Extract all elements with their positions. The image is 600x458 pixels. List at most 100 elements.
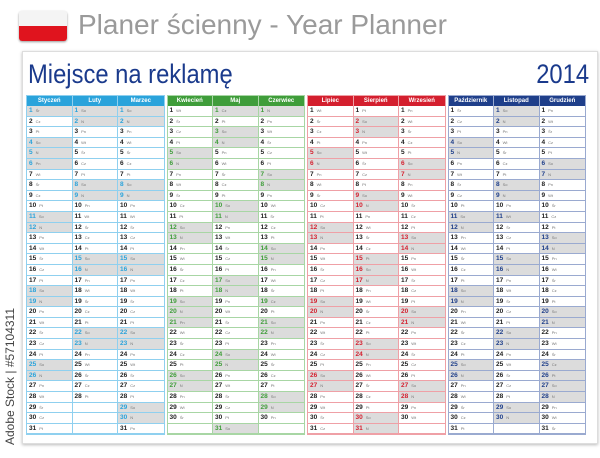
day-cell[interactable]: 9 Cz <box>27 191 72 202</box>
day-cell[interactable]: 24 Śr <box>539 350 585 361</box>
day-cell[interactable]: 12 Pn <box>213 223 258 234</box>
day-cell[interactable]: 22 Wt <box>308 328 353 340</box>
day-cell[interactable]: 29 Wt <box>167 403 212 414</box>
day-cell[interactable]: 25 Cz <box>539 360 585 371</box>
day-cell[interactable]: 13 Pn <box>27 233 72 244</box>
day-cell[interactable]: 12 So <box>167 222 212 234</box>
day-cell[interactable]: 19 N <box>27 296 72 308</box>
day-cell[interactable]: 10 Pn <box>72 201 117 212</box>
day-cell[interactable]: 6 So <box>399 158 445 170</box>
day-cell[interactable]: 15 Śr <box>27 254 72 265</box>
day-cell[interactable]: 17 Pn <box>494 276 539 287</box>
day-cell[interactable]: 16 N <box>118 264 164 276</box>
day-cell[interactable]: 8 Pt <box>353 180 398 191</box>
day-cell[interactable]: 15 Pn <box>539 254 585 265</box>
day-cell[interactable]: 18 Pn <box>353 286 398 297</box>
day-cell[interactable]: 20 Pn <box>27 307 72 318</box>
day-cell[interactable]: 15 Wt <box>308 254 353 265</box>
day-cell[interactable]: 3 Pn <box>118 127 164 138</box>
day-cell[interactable]: 15 Pt <box>353 254 398 265</box>
day-cell[interactable]: 8 So <box>118 180 164 191</box>
day-cell[interactable]: 22 So <box>118 328 164 340</box>
day-cell[interactable]: 9 Śr <box>167 191 212 202</box>
day-cell[interactable]: 15 Cz <box>213 254 258 265</box>
day-cell[interactable]: 8 Pn <box>539 180 585 191</box>
day-cell[interactable]: 24 Śr <box>399 350 445 361</box>
day-cell[interactable]: 18 Pt <box>167 286 212 297</box>
day-cell[interactable]: 13 Cz <box>494 233 539 244</box>
day-cell[interactable]: 25 Pn <box>353 360 398 371</box>
day-cell[interactable]: 27 Cz <box>494 381 539 393</box>
day-cell[interactable]: 11 Śr <box>258 212 304 223</box>
day-cell[interactable]: 3 Pn <box>494 127 539 138</box>
day-cell[interactable]: 5 Wt <box>353 148 398 159</box>
day-cell[interactable]: 23 N <box>72 339 117 350</box>
day-cell[interactable]: 5 Śr <box>494 148 539 159</box>
day-cell[interactable]: 19 Śr <box>118 297 164 308</box>
day-cell[interactable]: 7 Wt <box>448 170 493 181</box>
day-cell[interactable]: 6 So <box>539 158 585 170</box>
day-cell[interactable]: 18 N <box>213 286 258 297</box>
day-cell[interactable]: 16 So <box>353 264 398 276</box>
day-cell[interactable]: 6 Wt <box>213 159 258 170</box>
day-cell[interactable]: 29 So <box>118 402 164 414</box>
day-cell[interactable]: 12 Cz <box>258 223 304 234</box>
day-cell[interactable]: 1 Pt <box>353 106 398 117</box>
day-cell[interactable]: 21 So <box>258 317 304 329</box>
day-cell[interactable]: 11 N <box>213 211 258 223</box>
day-cell[interactable]: 10 Wt <box>258 201 304 212</box>
day-cell[interactable]: 7 Śr <box>213 170 258 181</box>
day-cell[interactable]: 15 Pn <box>399 254 445 265</box>
day-cell[interactable]: 11 Pt <box>308 212 353 223</box>
day-cell[interactable]: 10 Pt <box>27 201 72 212</box>
day-cell[interactable]: 18 Wt <box>72 286 117 297</box>
day-cell[interactable]: 6 Cz <box>72 159 117 170</box>
day-cell[interactable]: 1 Pn <box>399 106 445 117</box>
day-cell[interactable]: 17 N <box>353 275 398 287</box>
day-cell[interactable]: 5 Pn <box>213 148 258 159</box>
day-cell[interactable]: 12 N <box>448 222 493 234</box>
day-cell[interactable]: 22 So <box>494 328 539 340</box>
day-cell[interactable]: 27 Cz <box>72 381 117 393</box>
day-cell[interactable]: 5 Śr <box>118 148 164 159</box>
day-cell[interactable]: 14 Pt <box>72 244 117 255</box>
day-cell[interactable]: 7 Wt <box>27 170 72 181</box>
day-cell[interactable]: 11 Wt <box>72 212 117 223</box>
day-cell[interactable]: 14 So <box>258 243 304 255</box>
day-cell[interactable]: 28 Wt <box>448 392 493 403</box>
day-cell[interactable]: 20 So <box>399 307 445 318</box>
day-cell[interactable]: 15 N <box>258 254 304 265</box>
day-cell[interactable]: 19 N <box>448 296 493 308</box>
day-cell[interactable]: 13 Wt <box>213 233 258 244</box>
day-cell[interactable]: 24 Pt <box>448 350 493 361</box>
day-cell[interactable]: 27 Pt <box>258 381 304 393</box>
day-cell[interactable]: 29 N <box>258 402 304 414</box>
day-cell[interactable]: 26 Pn <box>213 371 258 382</box>
day-cell[interactable]: 25 So <box>448 360 493 371</box>
day-cell[interactable]: 14 Pt <box>118 244 164 255</box>
day-cell[interactable]: 23 Wt <box>539 339 585 350</box>
day-cell[interactable]: 13 Śr <box>353 233 398 244</box>
day-cell[interactable]: 15 Wt <box>167 254 212 265</box>
day-cell[interactable]: 20 Pt <box>258 307 304 318</box>
day-cell[interactable]: 24 Cz <box>308 350 353 361</box>
day-cell[interactable]: 12 Śr <box>72 223 117 234</box>
day-cell[interactable]: 11 So <box>448 211 493 223</box>
day-cell[interactable]: 17 Pt <box>448 276 493 287</box>
day-cell[interactable]: 27 Cz <box>118 381 164 393</box>
day-cell[interactable]: 21 Pn <box>167 317 212 329</box>
day-cell[interactable]: 28 N <box>399 392 445 403</box>
day-cell[interactable]: 18 Śr <box>258 286 304 297</box>
day-cell[interactable]: 31 Pt <box>448 424 493 435</box>
day-cell[interactable]: 10 Śr <box>539 201 585 212</box>
day-cell[interactable]: 16 Śr <box>167 265 212 276</box>
day-cell[interactable]: 18 Wt <box>118 286 164 297</box>
day-cell[interactable]: 16 Pt <box>213 265 258 276</box>
day-cell[interactable]: 17 Cz <box>308 276 353 287</box>
day-cell[interactable]: 1 So <box>118 106 164 117</box>
day-cell[interactable]: 19 Cz <box>258 296 304 308</box>
